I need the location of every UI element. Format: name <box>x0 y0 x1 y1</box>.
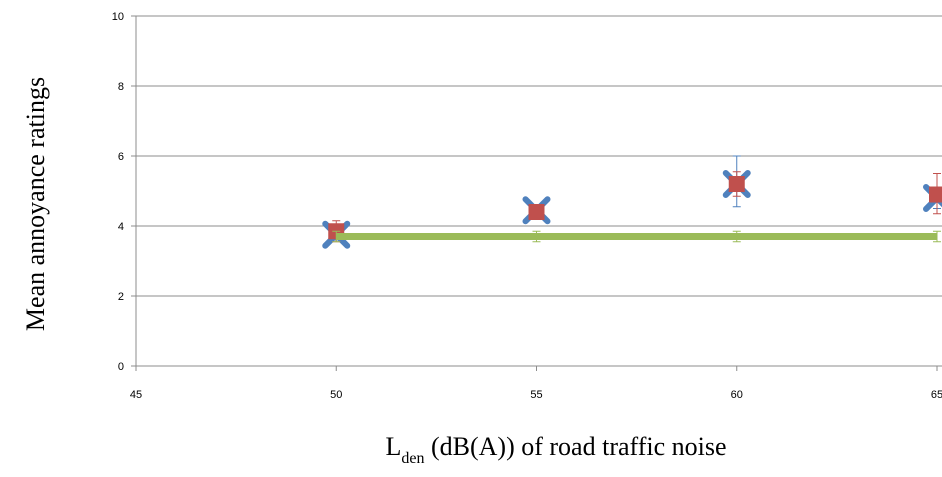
y-tick-label: 4 <box>118 221 124 233</box>
axes <box>131 15 942 371</box>
y-tick-label: 0 <box>118 361 124 373</box>
x-tick-label: 55 <box>530 389 542 401</box>
x-tick-label: 50 <box>330 389 342 401</box>
y-tick-label: 10 <box>112 11 124 23</box>
series-1 <box>322 155 942 249</box>
square-marker-point <box>528 204 545 220</box>
x-tick-labels: 45 50 55 60 65 <box>130 389 942 401</box>
x-tick-label: 60 <box>731 389 743 401</box>
y-tick-label: 6 <box>118 151 124 163</box>
series-3 <box>332 230 941 243</box>
x-axis-label-main: L <box>385 432 401 461</box>
x-axis-label: Lden (dB(A)) of road traffic noise <box>385 432 726 467</box>
y-tick-label: 2 <box>118 291 124 303</box>
series-2 <box>328 171 942 243</box>
y-axis-label: Mean annoyance ratings <box>21 77 50 331</box>
data-series <box>322 155 942 249</box>
gridlines <box>136 15 942 297</box>
x-axis-label-rest: (dB(A)) of road traffic noise <box>424 432 726 461</box>
y-tick-label: 8 <box>118 81 124 93</box>
y-tick-labels: 0 2 4 6 8 10 <box>112 11 124 373</box>
x-tick-label: 45 <box>130 389 142 401</box>
square-marker-point <box>728 176 745 192</box>
x-tick-label: 65 <box>931 389 942 401</box>
square-marker-point <box>929 186 942 203</box>
x-axis-label-subscript: den <box>401 450 424 467</box>
